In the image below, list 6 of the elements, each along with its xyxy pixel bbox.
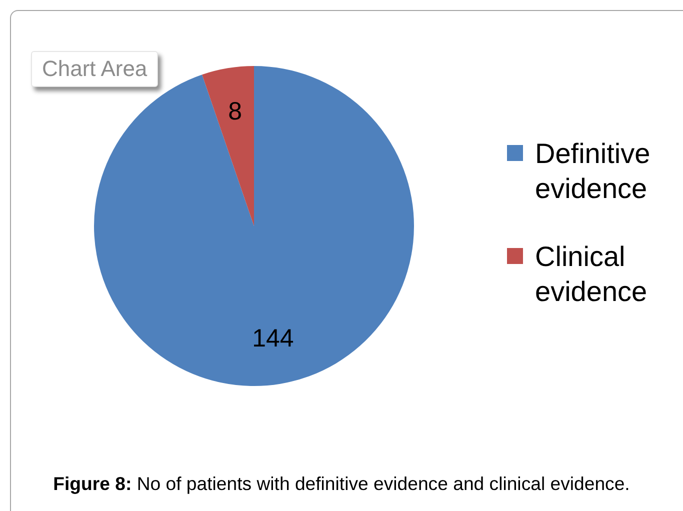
data-label: 8	[228, 97, 242, 126]
data-label: 144	[252, 324, 294, 353]
legend-label: Definitive evidence	[535, 138, 650, 204]
legend-label: Clinical evidence	[535, 241, 648, 307]
caption: Figure 8: No of patients with definitive evidence and clinical evidence.	[52, 473, 631, 495]
text: Chart Area	[31, 51, 158, 87]
